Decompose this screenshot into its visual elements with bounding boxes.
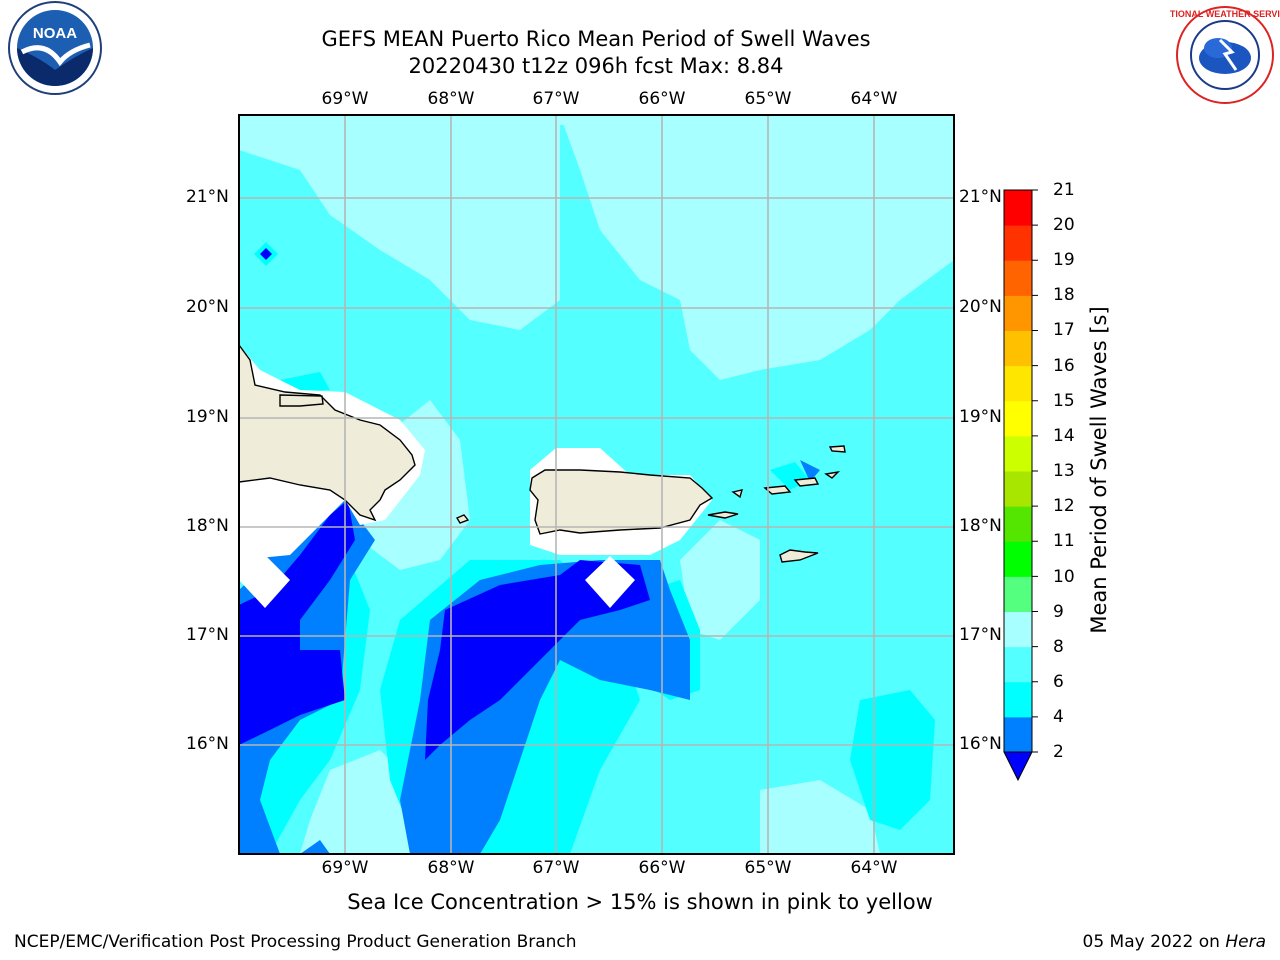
- top-lon-label: 65°W: [744, 89, 792, 109]
- right-lat-label: 21°N: [959, 187, 1002, 207]
- colorbar-label: Mean Period of Swell Waves [s]: [1087, 306, 1111, 634]
- colorbar-tick-label: 8: [1053, 637, 1064, 657]
- top-lon-label: 68°W: [427, 89, 475, 109]
- footer-credit: NCEP/EMC/Verification Post Processing Pr…: [14, 932, 577, 952]
- graticule: [239, 115, 954, 854]
- top-lon-label: 67°W: [532, 89, 580, 109]
- colorbar-tick-label: 11: [1053, 531, 1075, 551]
- colorbar-segment: [1004, 435, 1032, 472]
- colorbar-segment: [1004, 295, 1032, 331]
- colorbar-tick-label: 2: [1053, 742, 1064, 762]
- colorbar-segment: [1004, 646, 1032, 683]
- colorbar-segment: [1004, 260, 1032, 296]
- right-lat-label: 18°N: [959, 516, 1002, 536]
- colorbar-segment: [1004, 471, 1032, 507]
- colorbar: [1003, 189, 1038, 782]
- top-lon-label: 64°W: [850, 89, 898, 109]
- colorbar-tick-label: 21: [1053, 180, 1075, 200]
- right-lat-label: 19°N: [959, 407, 1002, 427]
- colorbar-tick-label: 20: [1053, 215, 1075, 235]
- bottom-lon-label: 64°W: [850, 858, 898, 878]
- st-croix-island: [779, 549, 819, 563]
- colorbar-tick-label: 19: [1053, 250, 1075, 270]
- colorbar-segment: [1004, 611, 1032, 648]
- map-title: GEFS MEAN Puerto Rico Mean Period of Swe…: [321, 27, 871, 51]
- noaa-logo-text: NOAA: [33, 25, 77, 42]
- footer-date: 05 May 2022 on Hera: [1083, 932, 1267, 952]
- colorbar-extend-min: [1003, 751, 1033, 782]
- shade-below-2-areas: [239, 248, 650, 760]
- colorbar-tick-label: 14: [1053, 426, 1075, 446]
- noaa-logo: NOAA: [8, 1, 102, 95]
- colorbar-tick-label: 15: [1053, 391, 1075, 411]
- bottom-lon-label: 67°W: [532, 858, 580, 878]
- colorbar-tick-label: 17: [1053, 320, 1075, 340]
- colorbar-tick-label: 6: [1053, 672, 1064, 692]
- colorbar-segment: [1004, 681, 1032, 718]
- colorbar-segment: [1004, 365, 1032, 402]
- footer-host: Hera: [1225, 932, 1266, 952]
- nws-logo-text: NATIONAL WEATHER SERVICE: [1170, 9, 1280, 19]
- virgin-islands: [731, 445, 846, 499]
- colorbar-tick-label: 13: [1053, 461, 1075, 481]
- colorbar-segment: [1004, 576, 1032, 612]
- colorbar-segment: [1004, 190, 1032, 226]
- sea-ice-note: Sea Ice Concentration > 15% is shown in …: [347, 890, 933, 914]
- hispaniola-land: [239, 343, 416, 522]
- left-lat-label: 16°N: [186, 734, 229, 754]
- bottom-lon-label: 68°W: [427, 858, 475, 878]
- colorbar-segment: [1004, 400, 1032, 437]
- footer-date-text: 05 May 2022 on: [1082, 932, 1220, 952]
- left-lat-label: 19°N: [186, 407, 229, 427]
- puerto-rico-land: [529, 469, 714, 535]
- colorbar-tick-label: 16: [1053, 356, 1075, 376]
- colorbar-segment: [1004, 506, 1032, 542]
- right-lat-label: 16°N: [959, 734, 1002, 754]
- top-lon-label: 66°W: [638, 89, 686, 109]
- left-lat-label: 21°N: [186, 187, 229, 207]
- left-lat-label: 18°N: [186, 516, 229, 536]
- colorbar-tick-label: 10: [1053, 567, 1075, 587]
- nws-logo: NATIONAL WEATHER SERVICE: [1170, 6, 1280, 104]
- vieques-island: [707, 511, 739, 519]
- bottom-lon-label: 69°W: [321, 858, 369, 878]
- bottom-lon-label: 66°W: [638, 858, 686, 878]
- colorbar-segment: [1004, 225, 1032, 261]
- right-lat-label: 20°N: [959, 297, 1002, 317]
- map-frame: [238, 114, 955, 855]
- colorbar-tick-label: 9: [1053, 602, 1064, 622]
- left-lat-label: 20°N: [186, 297, 229, 317]
- map-subtitle: 20220430 t12z 096h fcst Max: 8.84: [408, 54, 784, 78]
- colorbar-tick-label: 18: [1053, 285, 1075, 305]
- colorbar-segment: [1004, 541, 1032, 577]
- colorbar-segment: [1004, 716, 1032, 753]
- right-lat-label: 17°N: [959, 625, 1002, 645]
- top-lon-label: 69°W: [321, 89, 369, 109]
- colorbar-tick-label: 12: [1053, 496, 1075, 516]
- left-lat-label: 17°N: [186, 625, 229, 645]
- land-masses: [239, 343, 846, 563]
- cay-outline: [279, 394, 324, 407]
- bottom-lon-label: 65°W: [744, 858, 792, 878]
- colorbar-segment: [1004, 330, 1032, 367]
- colorbar-tick-label: 4: [1053, 707, 1064, 727]
- mona-island: [455, 514, 470, 524]
